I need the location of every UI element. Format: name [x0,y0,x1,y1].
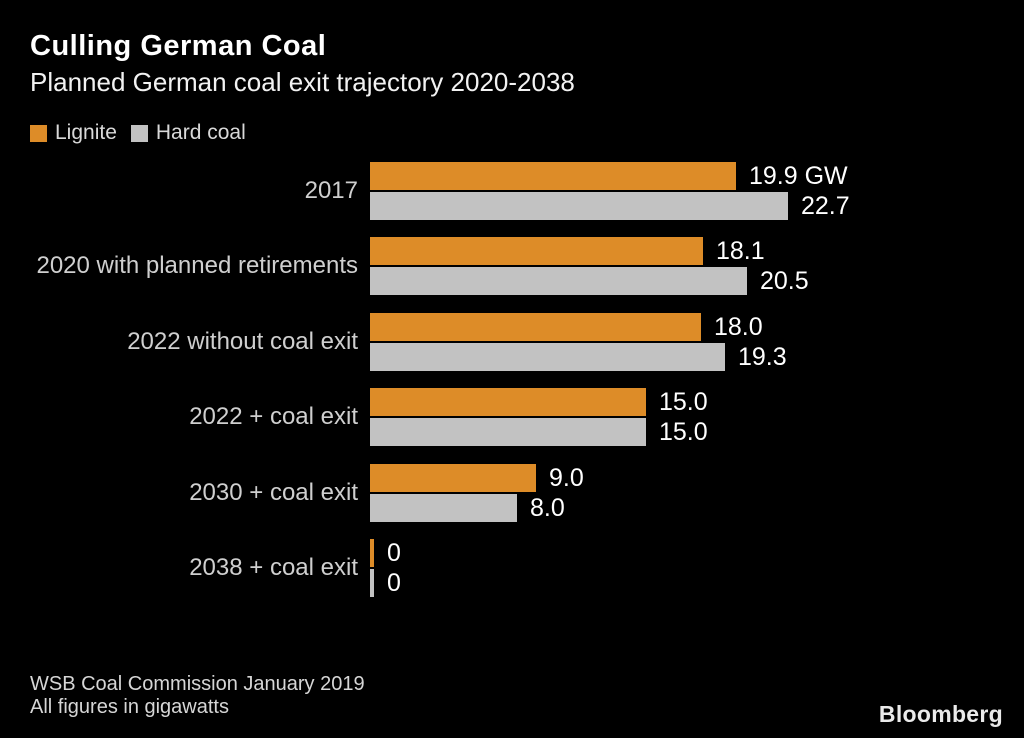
hard-coal-bar [370,192,788,220]
value-label: 19.3 [738,343,787,371]
source-line: WSB Coal Commission January 2019 [30,673,365,695]
legend-label-hard-coal: Hard coal [155,121,246,144]
hard-coal-bar [370,418,646,446]
value-label: 9.0 [549,464,584,492]
lignite-bar [370,313,701,341]
value-label: 8.0 [530,494,565,522]
lignite-bar [370,388,646,416]
value-label: 20.5 [760,267,809,295]
category-label: 2038 + coal exit [189,554,358,581]
source-note: WSB Coal Commission January 2019 All fig… [30,673,365,719]
value-label: 18.0 [714,313,763,341]
category-label: 2017 [304,177,358,204]
value-label: 0 [387,539,401,567]
category-label: 2020 with planned retirements [36,252,358,279]
value-label: 22.7 [801,192,850,220]
category-label: 2022 without coal exit [127,328,358,355]
unit-note-line: All figures in gigawatts [30,696,229,718]
value-label: 0 [387,569,401,597]
hard-coal-bar [370,494,517,522]
legend-label-lignite: Lignite [55,121,117,144]
hard-coal-bar [370,569,374,597]
hard-coal-bar [370,267,747,295]
hard-coal-bar [370,343,725,371]
lignite-bar [370,539,374,567]
chart-subtitle: Planned German coal exit trajectory 2020… [30,67,575,97]
category-label: 2022 + coal exit [189,403,358,430]
value-label: 19.9 GW [749,162,848,190]
lignite-swatch-icon [30,124,47,142]
value-label: 18.1 [716,237,765,265]
lignite-bar [370,464,536,492]
chart-title: Culling German Coal [30,30,327,62]
lignite-bar [370,237,703,265]
value-label: 15.0 [659,388,708,416]
lignite-bar [370,162,736,190]
legend-item-lignite: Lignite [30,121,117,145]
bloomberg-logo: Bloomberg [878,701,1003,727]
bar-chart: 2017 19.9 GW 22.7 2020 with planned retirem… [0,162,1024,602]
category-label: 2030 + coal exit [189,479,358,506]
legend: Lignite Hard coal [30,121,260,145]
value-label: 15.0 [659,418,708,446]
legend-item-hard-coal: Hard coal [130,121,246,145]
hard-coal-swatch-icon [130,124,148,142]
